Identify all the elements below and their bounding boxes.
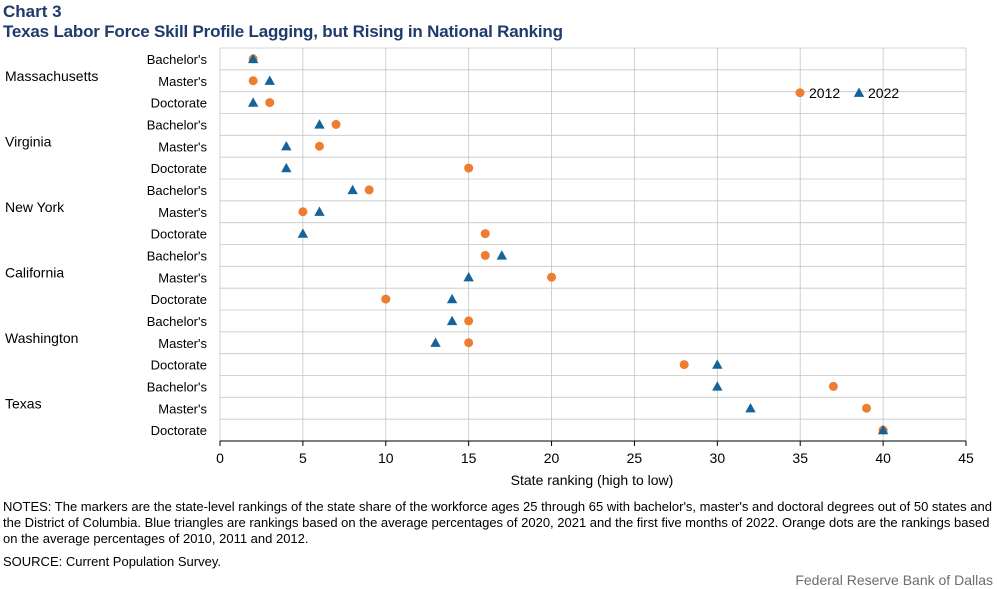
degree-label: Master's xyxy=(158,74,207,89)
point-2022 xyxy=(297,228,309,238)
state-label: California xyxy=(5,264,64,280)
degree-label: Master's xyxy=(158,205,207,220)
point-2012 xyxy=(381,294,391,304)
x-tick-label: 35 xyxy=(792,450,808,466)
point-2022 xyxy=(496,250,508,260)
point-2022 xyxy=(446,315,458,326)
point-2012 xyxy=(464,338,474,348)
point-2022 xyxy=(877,424,889,435)
chart-number: Chart 3 xyxy=(3,2,62,21)
point-2022 xyxy=(281,141,292,151)
state-label: New York xyxy=(5,199,65,215)
state-label: Washington xyxy=(5,330,78,346)
x-tick-label: 15 xyxy=(461,450,477,466)
x-tick-label: 25 xyxy=(627,450,643,466)
degree-label: Bachelor's xyxy=(147,117,208,132)
x-tick-label: 10 xyxy=(378,450,394,466)
point-2012 xyxy=(364,185,374,195)
point-2022 xyxy=(446,293,458,304)
point-2022 xyxy=(463,272,474,282)
legend-marker-2022 xyxy=(853,87,865,97)
degree-label: Bachelor's xyxy=(147,248,208,263)
chart-source: SOURCE: Current Population Survey. xyxy=(3,554,221,569)
degree-label: Bachelor's xyxy=(147,183,208,198)
degree-label: Master's xyxy=(158,401,207,416)
point-2012 xyxy=(547,272,557,282)
publisher-credit: Federal Reserve Bank of Dallas xyxy=(795,572,993,588)
point-2012 xyxy=(862,403,872,413)
legend-label-2012: 2012 xyxy=(809,85,840,101)
degree-label: Doctorate xyxy=(151,227,207,242)
x-tick-label: 20 xyxy=(544,450,560,466)
point-2022 xyxy=(430,337,441,347)
point-2012 xyxy=(480,229,490,239)
point-2012 xyxy=(464,163,474,173)
x-tick-label: 5 xyxy=(299,450,307,466)
point-2022 xyxy=(247,97,259,107)
degree-label: Doctorate xyxy=(151,358,207,373)
chart-notes: NOTES: The markers are the state-level r… xyxy=(3,499,992,546)
point-2012 xyxy=(679,360,689,370)
degree-label: Bachelor's xyxy=(147,52,208,67)
point-2012 xyxy=(480,250,490,260)
degree-label: Doctorate xyxy=(151,161,207,176)
point-2022 xyxy=(264,75,275,85)
point-2012 xyxy=(314,141,324,151)
point-2012 xyxy=(828,381,838,391)
point-2012 xyxy=(331,119,341,129)
point-2022 xyxy=(712,381,723,391)
point-2012 xyxy=(265,98,275,108)
legend: 2012 2022 xyxy=(795,85,899,101)
degree-label: Master's xyxy=(158,336,207,351)
degree-label: Bachelor's xyxy=(147,314,208,329)
marker-layer xyxy=(247,53,889,435)
point-2022 xyxy=(247,53,259,64)
x-tick-label: 0 xyxy=(216,450,224,466)
point-2012 xyxy=(464,316,474,326)
point-2022 xyxy=(314,119,325,129)
degree-label: Master's xyxy=(158,139,207,154)
x-axis-label: State ranking (high to low) xyxy=(511,472,674,488)
point-2022 xyxy=(347,184,358,195)
x-tick-label: 40 xyxy=(875,450,891,466)
grid-layer xyxy=(219,47,967,446)
degree-label: Master's xyxy=(158,270,207,285)
point-2022 xyxy=(745,403,756,413)
point-2022 xyxy=(712,359,723,369)
dot-plot-chart: 0 5 10 15 20 25 30 35 40 45 Bachelor's Master's Mass… xyxy=(5,47,974,488)
state-label: Virginia xyxy=(5,133,52,149)
point-2022 xyxy=(281,162,292,173)
degree-label: Doctorate xyxy=(151,96,207,111)
x-tick-label: 45 xyxy=(958,450,974,466)
legend-marker-2012 xyxy=(795,88,805,98)
degree-label: Doctorate xyxy=(151,292,207,307)
point-2022 xyxy=(314,206,325,216)
x-tick-label: 30 xyxy=(710,450,726,466)
state-label: Massachusetts xyxy=(5,68,98,84)
state-label: Texas xyxy=(5,395,42,411)
degree-label: Doctorate xyxy=(151,423,207,438)
chart-title: Texas Labor Force Skill Profile Lagging,… xyxy=(3,22,563,41)
point-2012 xyxy=(248,76,258,86)
legend-label-2022: 2022 xyxy=(868,85,899,101)
degree-label: Bachelor's xyxy=(147,379,208,394)
point-2012 xyxy=(298,207,308,217)
label-layer: 0 5 10 15 20 25 30 35 40 45 Bachelor's Master's Mass… xyxy=(5,52,974,466)
